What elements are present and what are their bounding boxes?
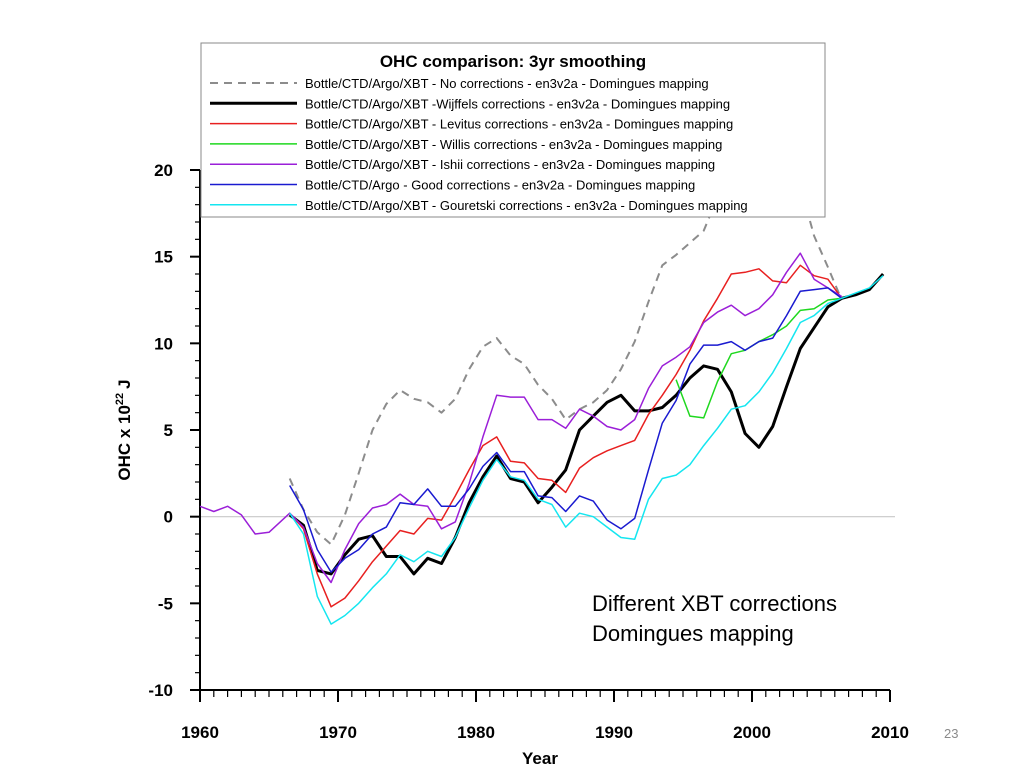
- y-axis-title: OHC x 1022 J: [114, 379, 134, 480]
- legend-label-5: Bottle/CTD/Argo/XBT - Ishii corrections …: [305, 157, 715, 172]
- series-line-4: [675, 297, 842, 419]
- legend-label-4: Bottle/CTD/Argo/XBT - Willis corrections…: [305, 137, 722, 152]
- series-line-6: [289, 287, 843, 573]
- x-tick-label: 2010: [871, 723, 909, 742]
- y-tick-label: 10: [154, 334, 173, 353]
- x-tick-label: 1990: [595, 723, 633, 742]
- series-line-7: [289, 275, 884, 625]
- y-axis-title-main: OHC x 10: [115, 405, 134, 481]
- legend-label-3: Bottle/CTD/Argo/XBT - Levitus correction…: [305, 117, 733, 132]
- y-tick-label: 20: [154, 161, 173, 180]
- x-tick-label: 2000: [733, 723, 771, 742]
- series-line-5: [199, 252, 843, 584]
- y-axis-title-unit: J: [115, 379, 134, 388]
- legend-label-1: Bottle/CTD/Argo/XBT - No corrections - e…: [305, 76, 709, 91]
- chart-title: OHC comparison: 3yr smoothing: [380, 52, 646, 71]
- x-tick-label: 1960: [181, 723, 219, 742]
- x-axis-title: Year: [522, 749, 558, 768]
- slide-number: 23: [944, 726, 958, 741]
- legend-label-6: Bottle/CTD/Argo - Good corrections - en3…: [305, 178, 695, 193]
- annotation-line-1: Different XBT corrections: [592, 591, 837, 616]
- axes: -10 -5 0 5 10 15 20 1960 1970 1980 1990 2000 2010: [148, 161, 908, 742]
- y-tick-label: 5: [164, 421, 173, 440]
- series-lines: [199, 155, 885, 625]
- annotation-line-2: Domingues mapping: [592, 621, 794, 646]
- x-tick-label: 1970: [319, 723, 357, 742]
- series-line-2: [288, 273, 885, 576]
- y-tick-label: 15: [154, 248, 173, 267]
- x-tick-label: 1980: [457, 723, 495, 742]
- y-tick-label: -5: [158, 594, 173, 613]
- legend-label-7: Bottle/CTD/Argo/XBT - Gouretski correcti…: [305, 198, 748, 213]
- y-axis-title-exponent: 22: [114, 393, 126, 405]
- legend-label-2: Bottle/CTD/Argo/XBT -Wijffels correction…: [305, 96, 730, 111]
- y-tick-label: -10: [148, 681, 173, 700]
- legend-box: [200, 42, 826, 218]
- series-line-3: [289, 264, 843, 608]
- legend: OHC comparison: 3yr smoothing Bottle/CTD…: [200, 42, 826, 218]
- legend-entries: Bottle/CTD/Argo/XBT - No corrections - e…: [210, 76, 748, 213]
- y-tick-label: 0: [164, 508, 173, 527]
